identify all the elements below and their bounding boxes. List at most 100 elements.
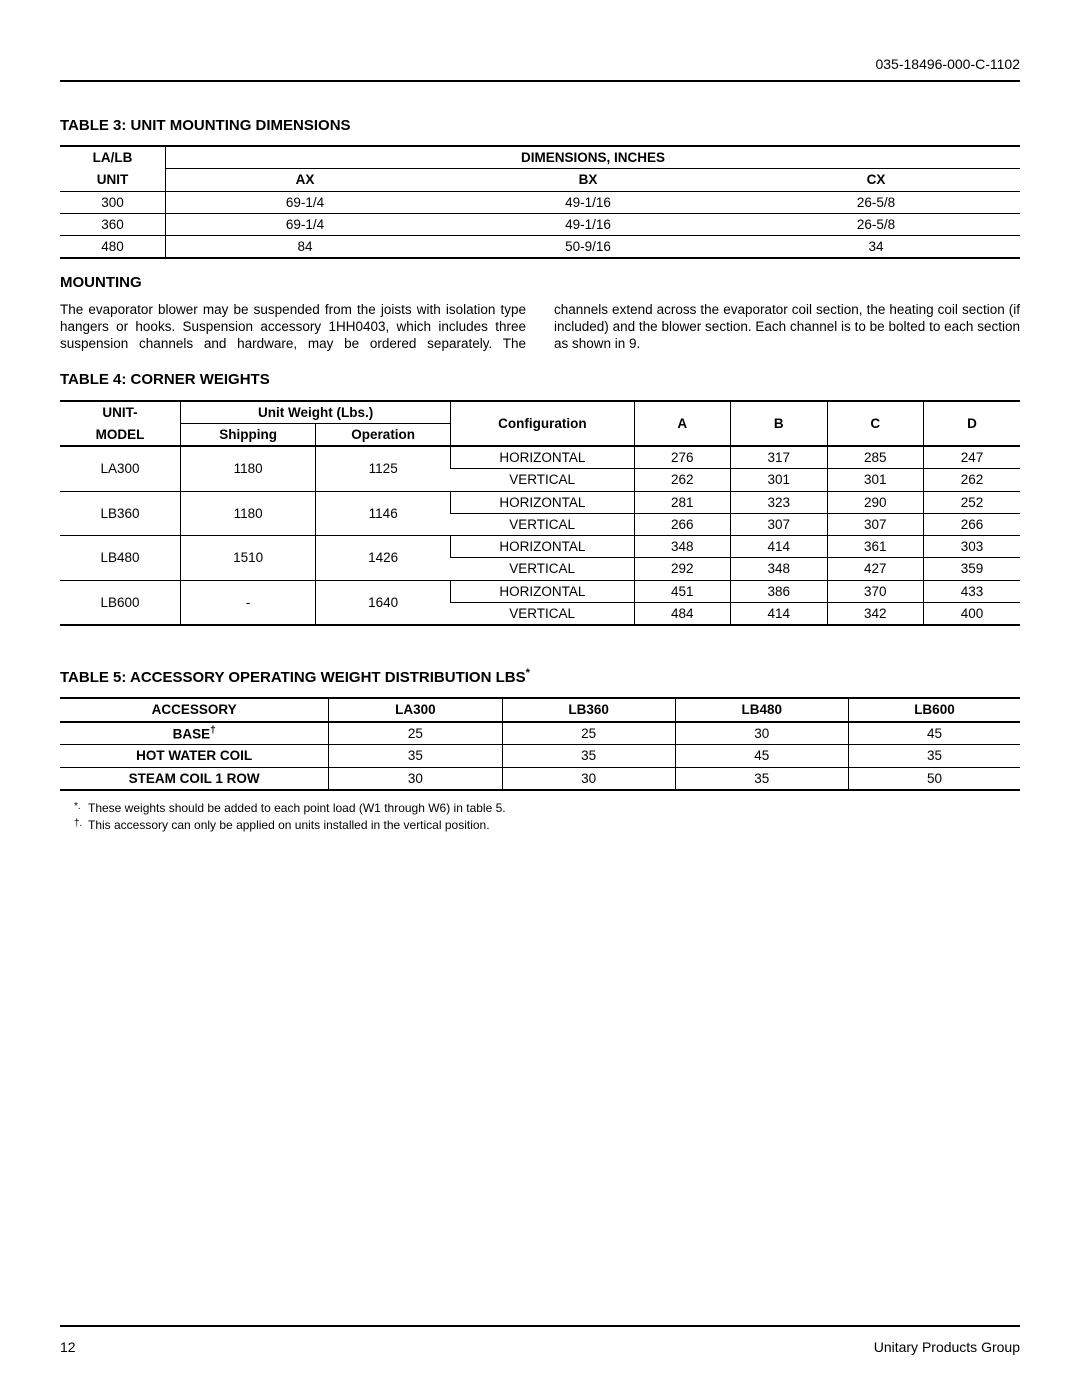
t4-cell: 359 [923, 558, 1020, 580]
t4-hdr: UNIT- [60, 401, 181, 424]
t4-cell: 361 [827, 536, 923, 558]
t4-cell: 348 [634, 536, 730, 558]
t4-cell: 262 [923, 469, 1020, 491]
t3-unit-hdr-top: LA/LB [60, 146, 166, 169]
t5-cell: 25 [502, 722, 675, 745]
t4-cell: 348 [731, 558, 827, 580]
bottom-rule [60, 1325, 1020, 1327]
t3-unit-hdr-bot: UNIT [60, 169, 166, 191]
t4-cell: 386 [731, 580, 827, 602]
t5-cell: 50 [848, 767, 1020, 790]
t4-cell: 266 [923, 513, 1020, 535]
footer-group: Unitary Products Group [874, 1339, 1020, 1357]
t5-hdr: LB480 [675, 698, 848, 721]
t4-cell: 301 [827, 469, 923, 491]
t4-cell: 301 [731, 469, 827, 491]
t3-cell: 480 [60, 236, 166, 259]
t3-col-ax: AX [166, 169, 444, 191]
t4-cell: 370 [827, 580, 923, 602]
footnotes: *. These weights should be added to each… [60, 801, 1020, 834]
t5-cell: 30 [675, 722, 848, 745]
t4-cell: HORIZONTAL [451, 446, 634, 469]
t4-cell: 400 [923, 602, 1020, 625]
t4-cell: 290 [827, 491, 923, 513]
table4: UNIT- Unit Weight (Lbs.) Configuration A… [60, 400, 1020, 627]
footer: 12 Unitary Products Group [60, 1325, 1020, 1357]
footnote-text: These weights should be added to each po… [88, 801, 506, 815]
t3-col-cx: CX [732, 169, 1020, 191]
footnote-text: This accessory can only be applied on un… [88, 818, 490, 832]
t4-cell: HORIZONTAL [451, 536, 634, 558]
t4-cell: 262 [634, 469, 730, 491]
t4-cell: 414 [731, 602, 827, 625]
t4-cell: 292 [634, 558, 730, 580]
t5-cell: 35 [329, 745, 502, 767]
t4-cell: HORIZONTAL [451, 491, 634, 513]
t3-dims-hdr: DIMENSIONS, INCHES [166, 146, 1020, 169]
t4-cell: 1640 [316, 580, 451, 625]
t4-hdr: C [827, 401, 923, 447]
t3-cell: 34 [732, 236, 1020, 259]
table5: ACCESSORY LA300 LB360 LB480 LB600 BASE†2… [60, 697, 1020, 791]
footnote-mark: †. [74, 818, 82, 831]
t3-cell: 50-9/16 [444, 236, 732, 259]
t4-cell: VERTICAL [451, 513, 634, 535]
t3-cell: 69-1/4 [166, 191, 444, 213]
t4-cell: VERTICAL [451, 558, 634, 580]
t4-cell: 1180 [181, 446, 316, 491]
t4-cell: HORIZONTAL [451, 580, 634, 602]
t4-cell: 247 [923, 446, 1020, 469]
t5-cell: 35 [502, 745, 675, 767]
t3-col-bx: BX [444, 169, 732, 191]
mounting-title: MOUNTING [60, 273, 1020, 292]
t4-cell: 252 [923, 491, 1020, 513]
t3-cell: 300 [60, 191, 166, 213]
t4-cell: - [181, 580, 316, 625]
t5-acc: HOT WATER COIL [60, 745, 329, 767]
t3-cell: 69-1/4 [166, 213, 444, 235]
t4-cell: 1426 [316, 536, 451, 581]
t4-cell: 433 [923, 580, 1020, 602]
t3-cell: 26-5/8 [732, 213, 1020, 235]
t5-hdr: ACCESSORY [60, 698, 329, 721]
t4-cell: 342 [827, 602, 923, 625]
t4-cell: 484 [634, 602, 730, 625]
t5-cell: 35 [675, 767, 848, 790]
table5-title: TABLE 5: ACCESSORY OPERATING WEIGHT DIST… [60, 666, 1020, 687]
t4-cell: 1125 [316, 446, 451, 491]
t5-acc: STEAM COIL 1 ROW [60, 767, 329, 790]
t4-cell: 317 [731, 446, 827, 469]
t4-cell: VERTICAL [451, 469, 634, 491]
t3-cell: 26-5/8 [732, 191, 1020, 213]
table5-title-text: TABLE 5: ACCESSORY OPERATING WEIGHT DIST… [60, 669, 526, 686]
t5-cell: 45 [675, 745, 848, 767]
t4-cell: 276 [634, 446, 730, 469]
t5-cell: 45 [848, 722, 1020, 745]
t4-cell: 1180 [181, 491, 316, 536]
t4-hdr: B [731, 401, 827, 447]
t4-hdr: A [634, 401, 730, 447]
t5-acc: BASE† [60, 722, 329, 745]
t4-cell: 281 [634, 491, 730, 513]
t4-hdr: MODEL [60, 423, 181, 446]
t4-cell: LA300 [60, 446, 181, 491]
t5-hdr: LB600 [848, 698, 1020, 721]
page-number: 12 [60, 1339, 76, 1357]
t4-cell: 451 [634, 580, 730, 602]
t4-cell: 427 [827, 558, 923, 580]
t4-cell: LB360 [60, 491, 181, 536]
t4-cell: 1510 [181, 536, 316, 581]
t4-cell: VERTICAL [451, 602, 634, 625]
t4-cell: 414 [731, 536, 827, 558]
top-rule [60, 80, 1020, 82]
t4-cell: 285 [827, 446, 923, 469]
mounting-text: The evaporator blower may be suspended f… [60, 301, 1020, 353]
t4-hdr: Configuration [451, 401, 634, 447]
table5-title-sup: * [526, 667, 530, 679]
t5-cell: 35 [848, 745, 1020, 767]
t5-hdr: LB360 [502, 698, 675, 721]
table3-title: TABLE 3: UNIT MOUNTING DIMENSIONS [60, 116, 1020, 135]
t3-cell: 360 [60, 213, 166, 235]
table4-title: TABLE 4: CORNER WEIGHTS [60, 370, 1020, 389]
t4-cell: 266 [634, 513, 730, 535]
